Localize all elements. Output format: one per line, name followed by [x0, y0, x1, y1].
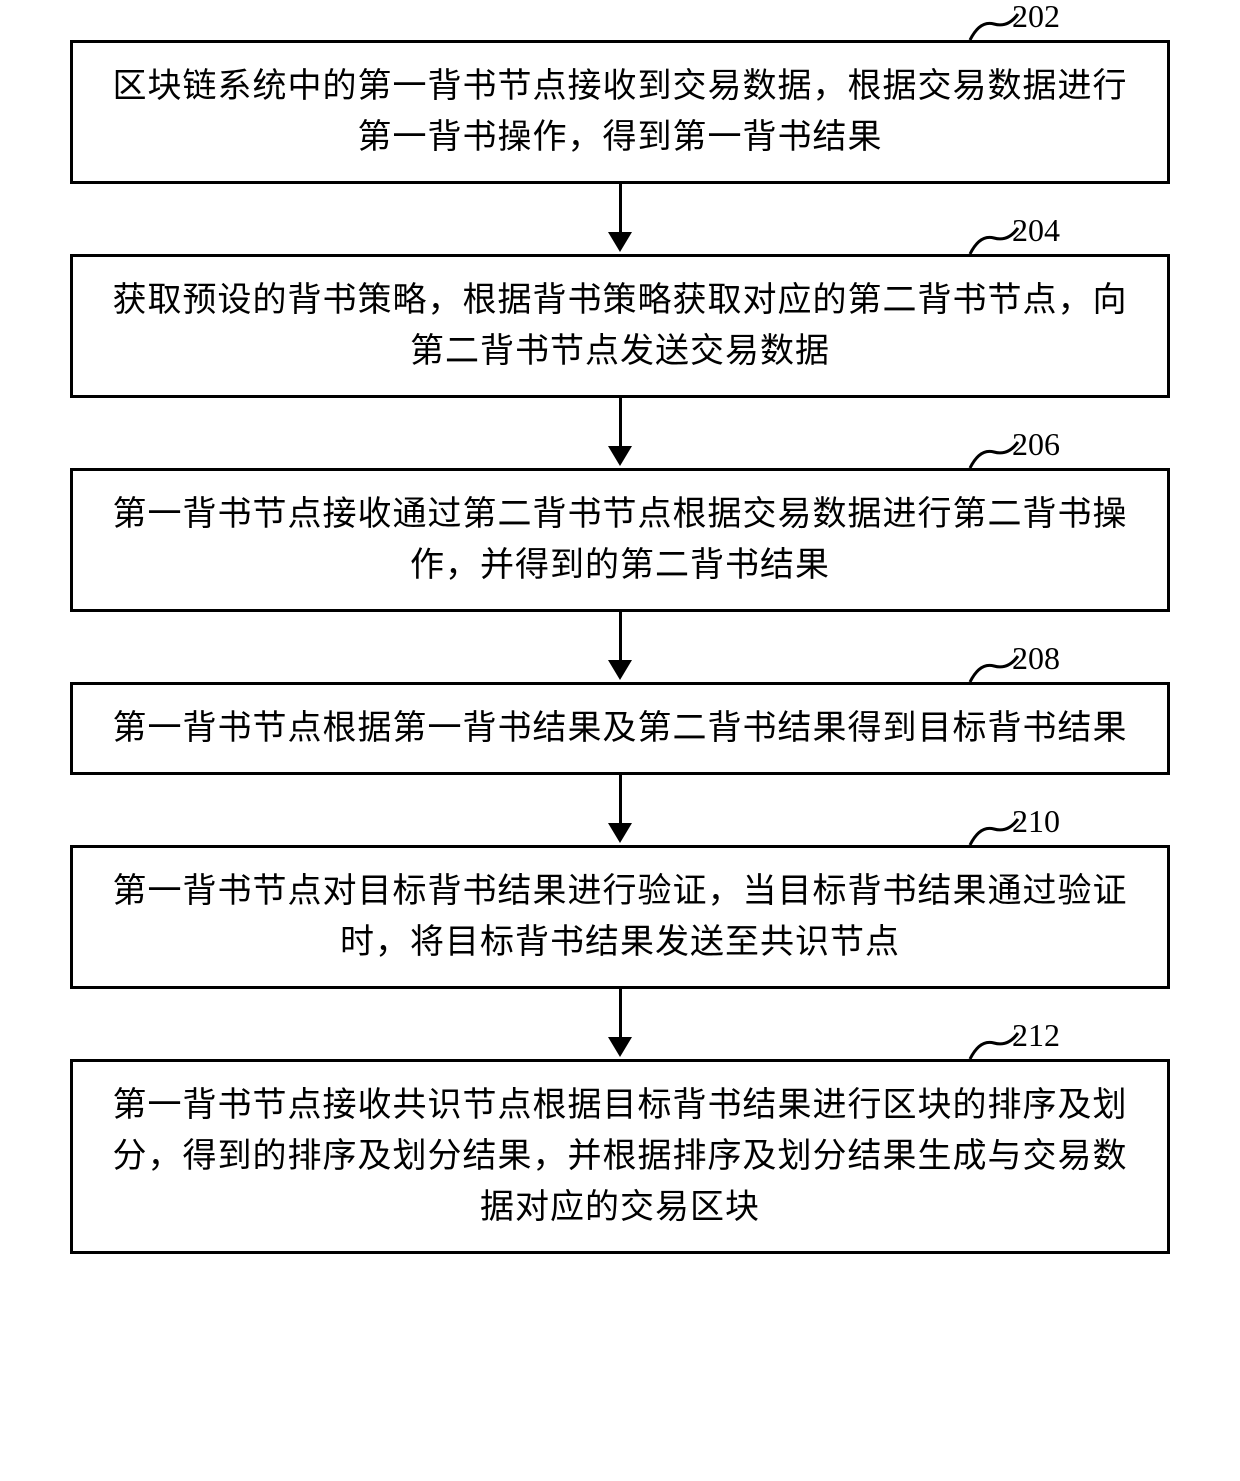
- step-label: 208: [1012, 640, 1060, 677]
- step-text: 第一背书节点接收通过第二背书节点根据交易数据进行第二背书操作，并得到的第二背书结…: [101, 489, 1139, 591]
- step-label: 204: [1012, 212, 1060, 249]
- step-wrapper-212: 212 第一背书节点接收共识节点根据目标背书结果进行区块的排序及划分，得到的排序…: [70, 1059, 1170, 1254]
- step-text: 第一背书节点接收共识节点根据目标背书结果进行区块的排序及划分，得到的排序及划分结…: [101, 1080, 1139, 1233]
- step-label: 210: [1012, 803, 1060, 840]
- step-label: 206: [1012, 426, 1060, 463]
- step-box-212: 第一背书节点接收共识节点根据目标背书结果进行区块的排序及划分，得到的排序及划分结…: [70, 1059, 1170, 1254]
- step-box-204: 获取预设的背书策略，根据背书策略获取对应的第二背书节点，向第二背书节点发送交易数…: [70, 254, 1170, 398]
- arrow-icon: [608, 775, 632, 845]
- arrow-icon: [608, 989, 632, 1059]
- step-wrapper-206: 206 第一背书节点接收通过第二背书节点根据交易数据进行第二背书操作，并得到的第…: [70, 468, 1170, 612]
- arrow-icon: [608, 398, 632, 468]
- arrow-icon: [608, 184, 632, 254]
- flowchart-container: 202 区块链系统中的第一背书节点接收到交易数据，根据交易数据进行第一背书操作，…: [70, 40, 1170, 1254]
- step-text: 区块链系统中的第一背书节点接收到交易数据，根据交易数据进行第一背书操作，得到第一…: [101, 61, 1139, 163]
- step-label: 212: [1012, 1017, 1060, 1054]
- step-wrapper-202: 202 区块链系统中的第一背书节点接收到交易数据，根据交易数据进行第一背书操作，…: [70, 40, 1170, 184]
- step-label: 202: [1012, 0, 1060, 35]
- step-box-210: 第一背书节点对目标背书结果进行验证，当目标背书结果通过验证时，将目标背书结果发送…: [70, 845, 1170, 989]
- step-box-202: 区块链系统中的第一背书节点接收到交易数据，根据交易数据进行第一背书操作，得到第一…: [70, 40, 1170, 184]
- step-text: 第一背书节点对目标背书结果进行验证，当目标背书结果通过验证时，将目标背书结果发送…: [101, 866, 1139, 968]
- step-wrapper-210: 210 第一背书节点对目标背书结果进行验证，当目标背书结果通过验证时，将目标背书…: [70, 845, 1170, 989]
- step-text: 获取预设的背书策略，根据背书策略获取对应的第二背书节点，向第二背书节点发送交易数…: [101, 275, 1139, 377]
- arrow-icon: [608, 612, 632, 682]
- step-box-208: 第一背书节点根据第一背书结果及第二背书结果得到目标背书结果: [70, 682, 1170, 775]
- step-wrapper-204: 204 获取预设的背书策略，根据背书策略获取对应的第二背书节点，向第二背书节点发…: [70, 254, 1170, 398]
- step-text: 第一背书节点根据第一背书结果及第二背书结果得到目标背书结果: [101, 703, 1139, 754]
- step-wrapper-208: 208 第一背书节点根据第一背书结果及第二背书结果得到目标背书结果: [70, 682, 1170, 775]
- step-box-206: 第一背书节点接收通过第二背书节点根据交易数据进行第二背书操作，并得到的第二背书结…: [70, 468, 1170, 612]
